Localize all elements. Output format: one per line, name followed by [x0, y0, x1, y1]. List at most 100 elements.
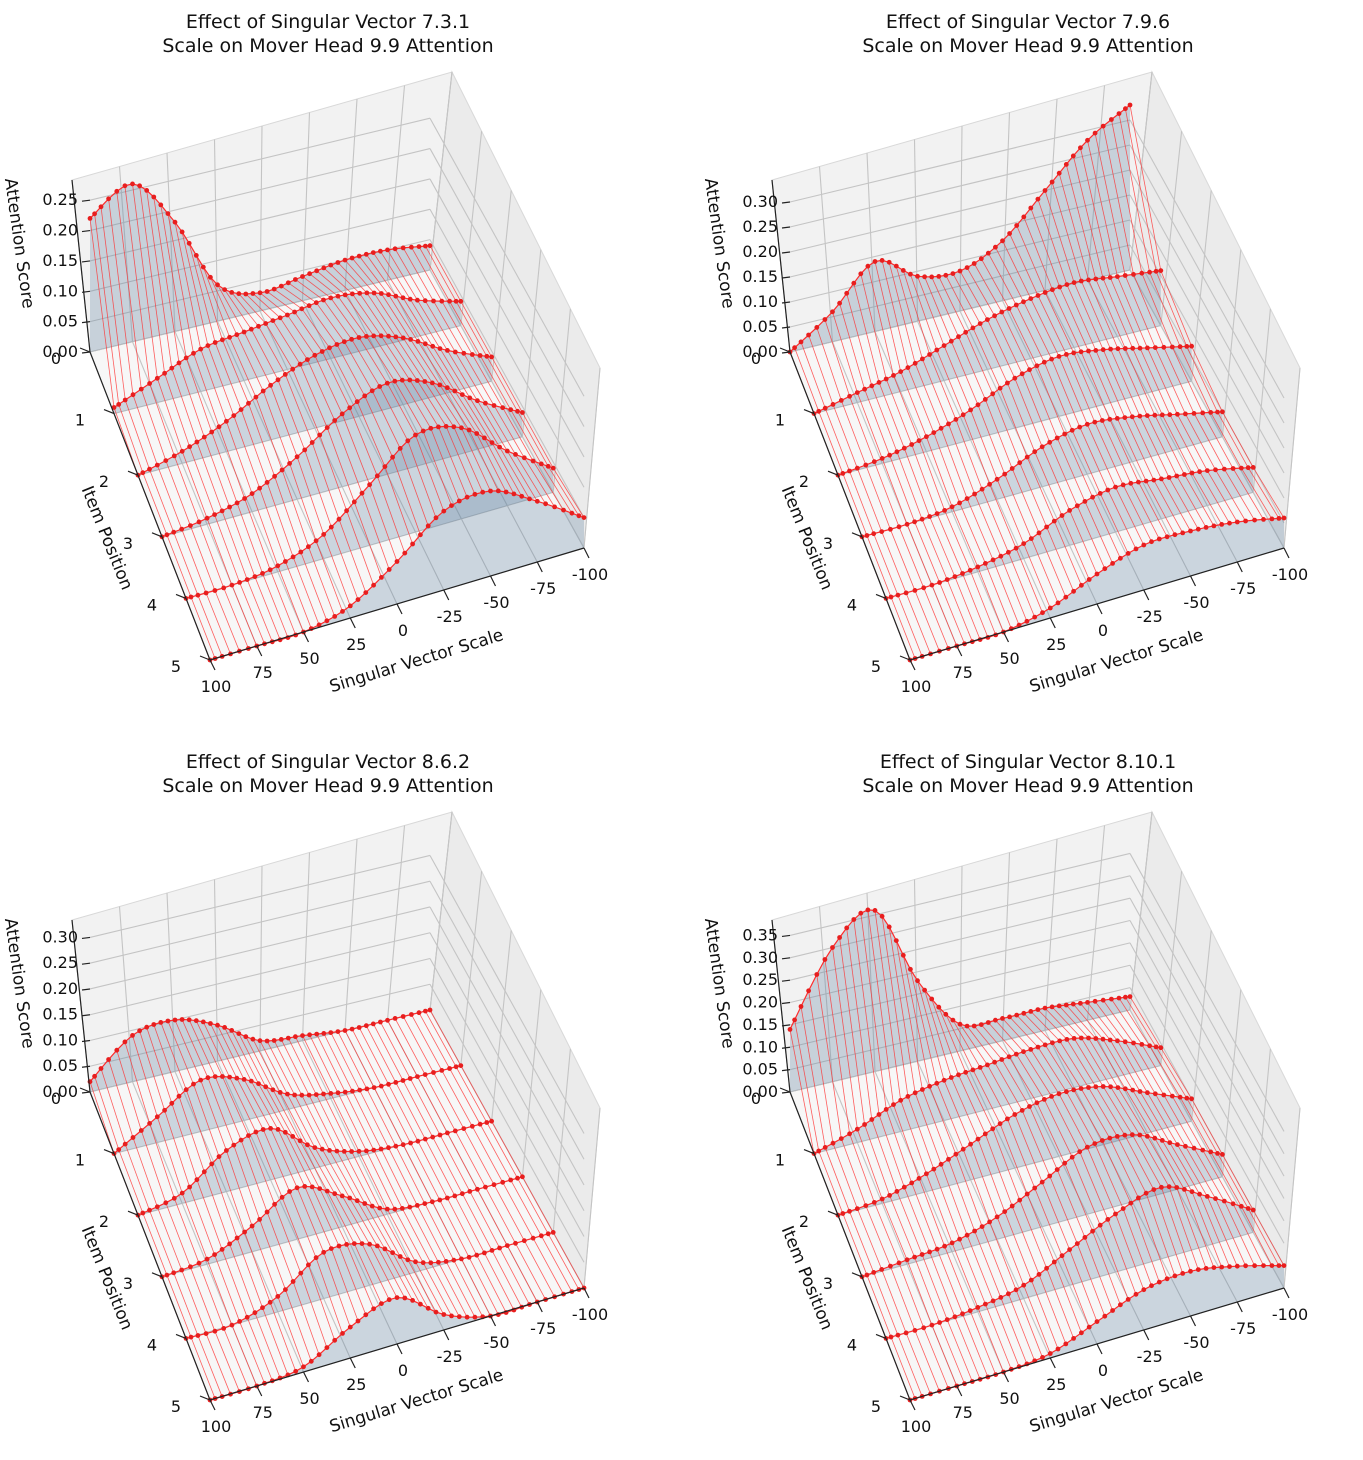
- mesh-lines: [837, 1086, 1223, 1277]
- data-point: [1137, 1132, 1143, 1138]
- data-point: [927, 514, 932, 519]
- data-point: [1044, 1265, 1049, 1271]
- data-point: [891, 1102, 896, 1107]
- data-point: [491, 1182, 497, 1188]
- data-point: [227, 1074, 233, 1080]
- data-point: [367, 482, 372, 488]
- data-point: [287, 461, 292, 466]
- data-point: [879, 913, 885, 919]
- data-point: [847, 468, 852, 474]
- data-point: [231, 1142, 237, 1148]
- data-point: [538, 461, 544, 467]
- data-point: [164, 532, 170, 538]
- data-point: [1005, 380, 1010, 386]
- data-point: [264, 1209, 270, 1215]
- data-point: [1078, 349, 1084, 355]
- data-point: [408, 1140, 413, 1146]
- data-point: [290, 1134, 296, 1139]
- data-point: [798, 1004, 804, 1009]
- data-point: [840, 1211, 846, 1216]
- data-point: [934, 347, 940, 353]
- data-point: [830, 309, 835, 315]
- data-point: [402, 1295, 408, 1301]
- data-point: [851, 917, 857, 922]
- data-point: [1276, 1263, 1282, 1268]
- data-point: [1000, 1016, 1005, 1021]
- data-point: [335, 293, 341, 299]
- data-point: [188, 1334, 194, 1340]
- y-tick-label: 0: [51, 349, 61, 368]
- data-point: [277, 315, 283, 321]
- data-point: [838, 1136, 844, 1141]
- x-tick-label: 50: [299, 649, 319, 668]
- data-point: [1191, 411, 1197, 416]
- y-tick-label: 5: [171, 657, 181, 676]
- data-point: [912, 588, 918, 593]
- data-point: [921, 1325, 927, 1331]
- data-point: [400, 1014, 406, 1019]
- data-point: [956, 1072, 961, 1078]
- y-tick-label: 1: [775, 411, 785, 430]
- data-point: [198, 1077, 204, 1083]
- x-tick-label: -100: [1272, 1305, 1308, 1324]
- series-points-item-3: [159, 377, 525, 540]
- data-point: [895, 592, 901, 598]
- x-tick-label: -75: [1230, 1319, 1256, 1338]
- data-point: [957, 268, 963, 274]
- data-point: [246, 400, 251, 406]
- data-point: [264, 289, 270, 294]
- data-point: [187, 444, 193, 450]
- data-point: [179, 448, 185, 454]
- data-point: [538, 1233, 544, 1239]
- data-point: [321, 532, 327, 537]
- data-point: [1161, 344, 1167, 350]
- data-point: [437, 346, 443, 351]
- data-point: [433, 1309, 439, 1315]
- x-tick-mark: [349, 1357, 356, 1369]
- chart-title-line1: Effect of Singular Vector 8.10.1: [880, 751, 1176, 773]
- y-tick-mark: [875, 1333, 887, 1339]
- data-point: [400, 245, 406, 251]
- data-point: [418, 532, 423, 538]
- y-tick-label: 1: [775, 1151, 785, 1170]
- data-point: [410, 541, 415, 547]
- data-point: [1139, 1042, 1145, 1047]
- data-point: [371, 1306, 376, 1312]
- data-point: [990, 557, 996, 563]
- data-point: [504, 1243, 510, 1248]
- data-point: [985, 250, 991, 256]
- data-point: [1200, 1147, 1206, 1153]
- z-tick-mark: [81, 1039, 91, 1043]
- data-point: [290, 1279, 296, 1284]
- data-point: [371, 1147, 377, 1153]
- data-point: [896, 524, 902, 530]
- data-point: [461, 350, 467, 356]
- data-point: [474, 1252, 480, 1258]
- y-tick-mark: [851, 532, 863, 538]
- data-point: [363, 1312, 369, 1318]
- surface-fill: [838, 1086, 1192, 1216]
- data-point: [307, 1032, 312, 1038]
- data-point: [106, 196, 111, 202]
- x-tick-label: 75: [953, 663, 973, 682]
- data-point: [1164, 534, 1170, 540]
- data-point: [919, 516, 925, 522]
- data-point: [822, 1145, 828, 1150]
- data-point: [1128, 480, 1134, 486]
- z-tick-label: 0.20: [742, 993, 778, 1012]
- data-point: [1213, 1196, 1218, 1201]
- y-tick-label: 0: [751, 349, 761, 368]
- data-point: [169, 1100, 175, 1106]
- mesh-lines: [813, 270, 1192, 476]
- data-point: [397, 446, 403, 451]
- data-point: [347, 1195, 353, 1201]
- data-point: [279, 467, 285, 473]
- data-point: [292, 1092, 297, 1098]
- data-point: [909, 1180, 915, 1186]
- data-point: [1158, 268, 1164, 273]
- data-point: [1147, 269, 1152, 275]
- surface-fill: [186, 426, 554, 599]
- mesh-lines: [161, 379, 554, 599]
- data-point: [968, 1141, 973, 1147]
- data-point: [215, 282, 220, 288]
